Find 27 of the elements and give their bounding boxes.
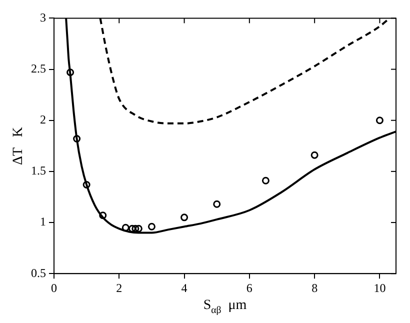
point xyxy=(262,176,270,184)
point xyxy=(132,224,140,232)
point xyxy=(376,116,384,124)
x-tick-label: 2 xyxy=(116,280,122,295)
x-tick-label: 4 xyxy=(181,280,188,295)
point xyxy=(128,224,136,232)
y-tick-label: 1.5 xyxy=(31,164,46,178)
point xyxy=(66,68,74,76)
y-tick-label: 0.5 xyxy=(31,266,46,280)
point xyxy=(310,151,318,159)
point xyxy=(73,135,81,142)
y-tick-label: 2.5 xyxy=(31,61,46,76)
point xyxy=(134,224,142,232)
y-tick-label: 3 xyxy=(40,10,46,24)
point xyxy=(99,212,107,220)
point xyxy=(148,222,156,230)
x-tick-label: 8 xyxy=(312,280,318,295)
y-axis-title: ΔT K xyxy=(11,127,26,165)
point xyxy=(213,200,221,208)
x-tick-label: 0 xyxy=(51,280,57,295)
point xyxy=(180,214,188,222)
point xyxy=(122,224,130,232)
x-tick-label: 10 xyxy=(374,280,386,295)
x-tick-label: 6 xyxy=(246,280,252,295)
y-tick-label: 2 xyxy=(40,112,46,127)
point xyxy=(82,180,90,188)
y-tick-label: 1 xyxy=(40,214,46,229)
